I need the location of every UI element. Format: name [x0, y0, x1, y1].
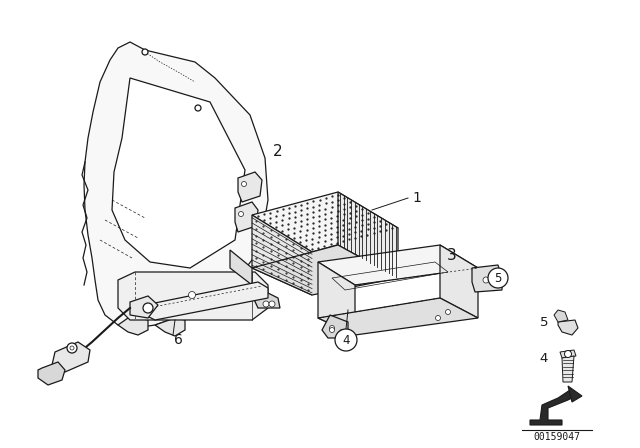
- Circle shape: [330, 327, 335, 332]
- Circle shape: [564, 350, 572, 358]
- Polygon shape: [252, 192, 398, 252]
- Polygon shape: [252, 285, 280, 308]
- Text: 2: 2: [273, 145, 283, 159]
- Circle shape: [239, 211, 243, 216]
- Circle shape: [263, 301, 269, 307]
- Circle shape: [142, 49, 148, 55]
- Polygon shape: [38, 362, 65, 385]
- Polygon shape: [318, 298, 478, 335]
- Text: 5: 5: [494, 271, 502, 284]
- Polygon shape: [322, 315, 348, 338]
- Polygon shape: [252, 245, 398, 295]
- Text: 5: 5: [540, 315, 548, 328]
- Text: 1: 1: [412, 191, 421, 205]
- Circle shape: [483, 277, 489, 283]
- Polygon shape: [118, 272, 268, 320]
- Polygon shape: [252, 215, 312, 295]
- Polygon shape: [472, 265, 502, 292]
- Polygon shape: [318, 245, 478, 285]
- Text: 4: 4: [540, 352, 548, 365]
- Polygon shape: [558, 320, 578, 335]
- Circle shape: [330, 326, 335, 331]
- Circle shape: [337, 332, 342, 336]
- Polygon shape: [112, 78, 245, 268]
- Circle shape: [67, 343, 77, 353]
- Circle shape: [241, 181, 246, 186]
- Polygon shape: [230, 250, 252, 285]
- Polygon shape: [238, 172, 262, 202]
- Circle shape: [70, 346, 74, 350]
- Circle shape: [335, 329, 357, 351]
- Polygon shape: [338, 192, 398, 278]
- Polygon shape: [155, 318, 185, 336]
- Polygon shape: [554, 310, 568, 322]
- Polygon shape: [530, 390, 578, 425]
- Text: 3: 3: [447, 247, 457, 263]
- Polygon shape: [84, 42, 268, 328]
- Circle shape: [269, 301, 275, 307]
- Circle shape: [189, 292, 195, 298]
- Polygon shape: [568, 386, 582, 402]
- Polygon shape: [235, 202, 258, 232]
- Polygon shape: [52, 342, 90, 372]
- Polygon shape: [440, 245, 478, 318]
- Polygon shape: [118, 318, 148, 335]
- Text: 4: 4: [342, 333, 349, 346]
- Text: 6: 6: [173, 333, 182, 347]
- Polygon shape: [145, 282, 268, 320]
- Circle shape: [339, 329, 344, 335]
- Circle shape: [488, 268, 508, 288]
- Polygon shape: [560, 350, 576, 358]
- Text: 00159047: 00159047: [534, 432, 580, 442]
- Polygon shape: [130, 296, 158, 318]
- Circle shape: [445, 310, 451, 314]
- Circle shape: [143, 303, 153, 313]
- Circle shape: [435, 315, 440, 320]
- Circle shape: [195, 105, 201, 111]
- Polygon shape: [318, 262, 355, 335]
- Polygon shape: [562, 356, 574, 382]
